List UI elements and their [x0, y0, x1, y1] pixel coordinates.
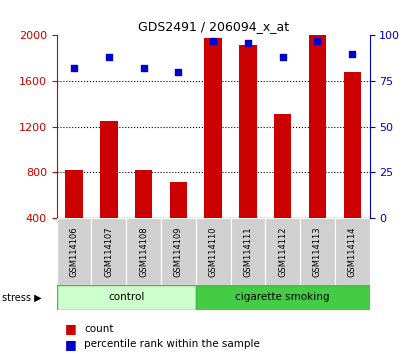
Bar — [196, 285, 370, 310]
Text: ■: ■ — [65, 338, 77, 350]
Text: GSM114107: GSM114107 — [104, 226, 113, 277]
Point — [71, 65, 77, 71]
Text: GSM114111: GSM114111 — [244, 226, 252, 276]
Text: count: count — [84, 324, 113, 333]
Bar — [239, 45, 257, 263]
Point — [349, 51, 356, 56]
Point — [314, 38, 321, 44]
Title: GDS2491 / 206094_x_at: GDS2491 / 206094_x_at — [138, 20, 289, 33]
Bar — [309, 35, 326, 263]
Bar — [274, 114, 291, 263]
Bar — [300, 218, 335, 285]
Bar — [196, 218, 231, 285]
Bar — [135, 170, 152, 263]
Bar — [344, 72, 361, 263]
Bar — [335, 218, 370, 285]
Text: cigarette smoking: cigarette smoking — [236, 292, 330, 302]
Bar — [205, 38, 222, 263]
Bar — [100, 121, 118, 263]
Bar — [57, 218, 92, 285]
Text: GSM114110: GSM114110 — [209, 226, 218, 276]
Point — [210, 38, 217, 44]
Bar — [126, 218, 161, 285]
Bar — [92, 218, 126, 285]
Bar — [66, 170, 83, 263]
Text: GSM114113: GSM114113 — [313, 226, 322, 277]
Text: GSM114106: GSM114106 — [70, 226, 79, 277]
Bar — [265, 218, 300, 285]
Text: GSM114109: GSM114109 — [174, 226, 183, 276]
Bar — [231, 218, 265, 285]
Text: stress ▶: stress ▶ — [2, 292, 42, 302]
Text: control: control — [108, 292, 144, 302]
Text: ■: ■ — [65, 322, 77, 335]
Text: percentile rank within the sample: percentile rank within the sample — [84, 339, 260, 349]
Text: GSM114112: GSM114112 — [278, 226, 287, 276]
Bar — [161, 218, 196, 285]
Text: GSM114114: GSM114114 — [348, 226, 357, 276]
Bar — [57, 285, 196, 310]
Point — [244, 40, 251, 46]
Bar — [170, 182, 187, 263]
Point — [140, 65, 147, 71]
Point — [105, 55, 112, 60]
Text: GSM114108: GSM114108 — [139, 226, 148, 277]
Point — [279, 55, 286, 60]
Point — [175, 69, 182, 75]
